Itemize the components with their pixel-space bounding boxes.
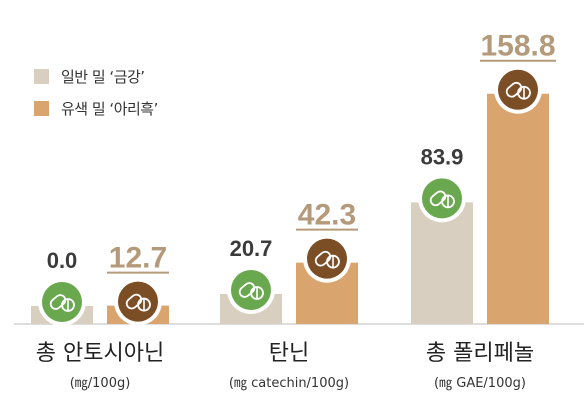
pill-icon-colored-1 <box>114 277 162 326</box>
legend-label-colored: 유색 밀 ‘아리흑’ <box>61 99 158 118</box>
value-label-colored-2: 42.3 <box>298 199 356 232</box>
legend-swatch-colored <box>34 100 49 116</box>
pill-icon-colored-2 <box>303 234 351 283</box>
legend-item-colored: 유색 밀 ‘아리흑’ <box>34 98 158 118</box>
category-label-1: 총 안토시아닌 <box>36 341 164 366</box>
pill-icon-general-1 <box>38 278 86 326</box>
pill-icon-colored-3 <box>494 65 542 114</box>
value-label-general-1: 0.0 <box>47 248 78 273</box>
legend-label-general: 일반 밀 ‘금강’ <box>61 67 145 86</box>
value-label-colored-3: 158.8 <box>480 30 555 63</box>
category-unit-3: (㎎ GAE/100g) <box>434 376 526 391</box>
category-label-2: 탄닌 <box>269 341 309 366</box>
pill-icon-general-2 <box>227 265 275 314</box>
value-label-general-2: 20.7 <box>230 236 273 261</box>
category-unit-2: (㎎ catechin/100g) <box>229 376 349 391</box>
value-label-colored-1: 12.7 <box>109 242 167 275</box>
legend-item-general: 일반 밀 ‘금강’ <box>34 66 158 86</box>
bar-general-3 <box>411 202 473 324</box>
category-label-3: 총 폴리페놀 <box>426 341 534 366</box>
value-label-general-3: 83.9 <box>421 144 464 169</box>
legend-swatch-general <box>34 68 49 84</box>
category-unit-1: (㎎/100g) <box>70 376 131 391</box>
pill-icon-general-3 <box>418 174 466 223</box>
legend: 일반 밀 ‘금강’ 유색 밀 ‘아리흑’ <box>34 66 158 130</box>
bar-colored-3 <box>487 93 549 325</box>
